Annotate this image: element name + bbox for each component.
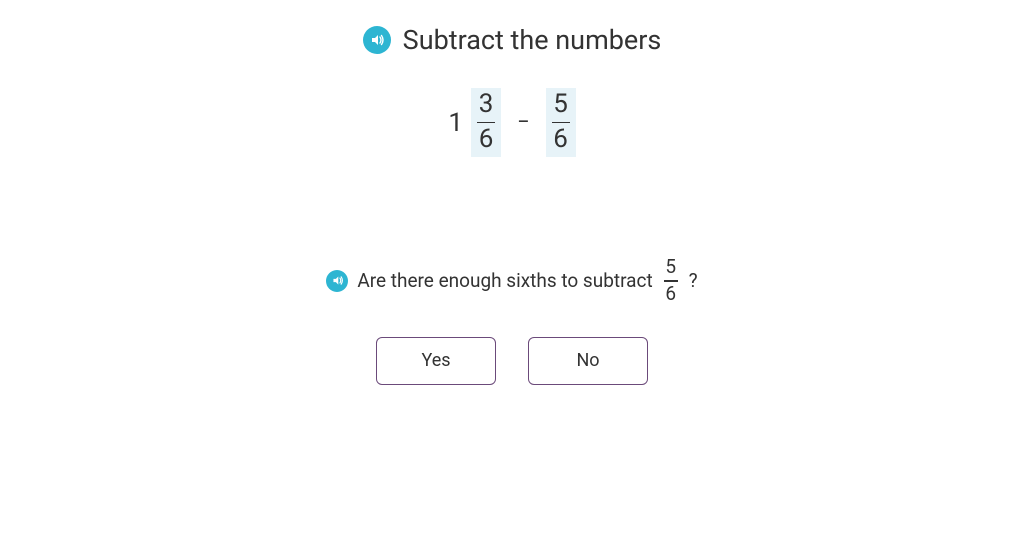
header-section: Subtract the numbers: [0, 0, 1024, 56]
no-button[interactable]: No: [528, 337, 648, 385]
audio-icon[interactable]: [326, 270, 348, 292]
fraction-line: [552, 122, 570, 124]
question-text: Are there enough sixths to subtract: [357, 269, 652, 292]
buttons-section: Yes No: [0, 337, 1024, 385]
question-fraction-numerator: 5: [665, 257, 676, 278]
fraction-1-numerator: 3: [479, 90, 494, 120]
yes-button[interactable]: Yes: [376, 337, 496, 385]
fraction-line: [477, 122, 495, 124]
page-title: Subtract the numbers: [403, 24, 662, 56]
fraction-2-numerator: 5: [553, 90, 568, 120]
question-fraction: 5 6: [664, 257, 678, 304]
equation: 1 3 6 − 5 6: [0, 88, 1024, 157]
fraction-2-denominator: 6: [553, 125, 568, 155]
minus-sign: −: [517, 110, 530, 135]
question-fraction-denominator: 6: [665, 284, 676, 305]
fraction-1: 3 6: [471, 88, 501, 157]
question-mark: ?: [689, 269, 698, 292]
whole-number: 1: [448, 108, 463, 138]
audio-icon[interactable]: [363, 26, 391, 54]
fraction-2: 5 6: [546, 88, 576, 157]
fraction-1-denominator: 6: [479, 125, 494, 155]
question-section: Are there enough sixths to subtract 5 6 …: [0, 257, 1024, 304]
